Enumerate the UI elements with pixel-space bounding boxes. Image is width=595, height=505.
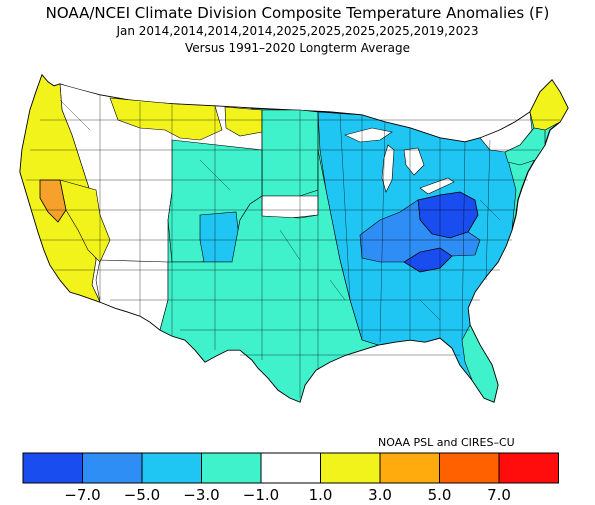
region-florida-teal [461,324,499,403]
map-title: NOAA/NCEI Climate Division Composite Tem… [45,4,550,22]
lake-erie [419,177,455,195]
lake-superior [344,127,393,143]
region-newengland-teal [504,127,546,166]
legend-swatch [201,452,262,484]
legend-swatch [498,452,559,484]
legend-tick-label: 7.0 [487,486,511,504]
legend-tick-label: −7.0 [64,486,100,504]
map-subtitle-baseline: Versus 1991–2020 Longterm Average [184,41,411,55]
legend-tick-label: 3.0 [368,486,392,504]
us-climate-division-map [19,73,569,403]
legend-tick-label: −3.0 [183,486,219,504]
map-subtitle-years: Jan 2014,2014,2014,2014,2025,2025,2025,2… [116,24,479,38]
division-boundaries [26,95,560,398]
legend-swatch [379,452,440,484]
legend-swatch [22,452,83,484]
legend-swatch [260,452,321,484]
legend-tick-label: −5.0 [124,486,160,504]
legend-ticks: −7.0 −5.0 −3.0 −1.0 1.0 3.0 5.0 7.0 [64,486,511,504]
legend-tick-label: 1.0 [309,486,333,504]
legend-boxes [22,452,559,484]
legend-swatch [439,452,500,484]
region-montana-yellow [109,97,223,141]
legend-tick-label: −1.0 [243,486,279,504]
legend-swatch [320,452,381,484]
legend-tick-label: 5.0 [428,486,452,504]
lake-huron [403,147,425,176]
legend-swatch [82,452,143,484]
region-mt-east-yellow [224,106,263,137]
credit-text: NOAA PSL and CIRES–CU [378,436,515,449]
legend-swatch [141,452,202,484]
